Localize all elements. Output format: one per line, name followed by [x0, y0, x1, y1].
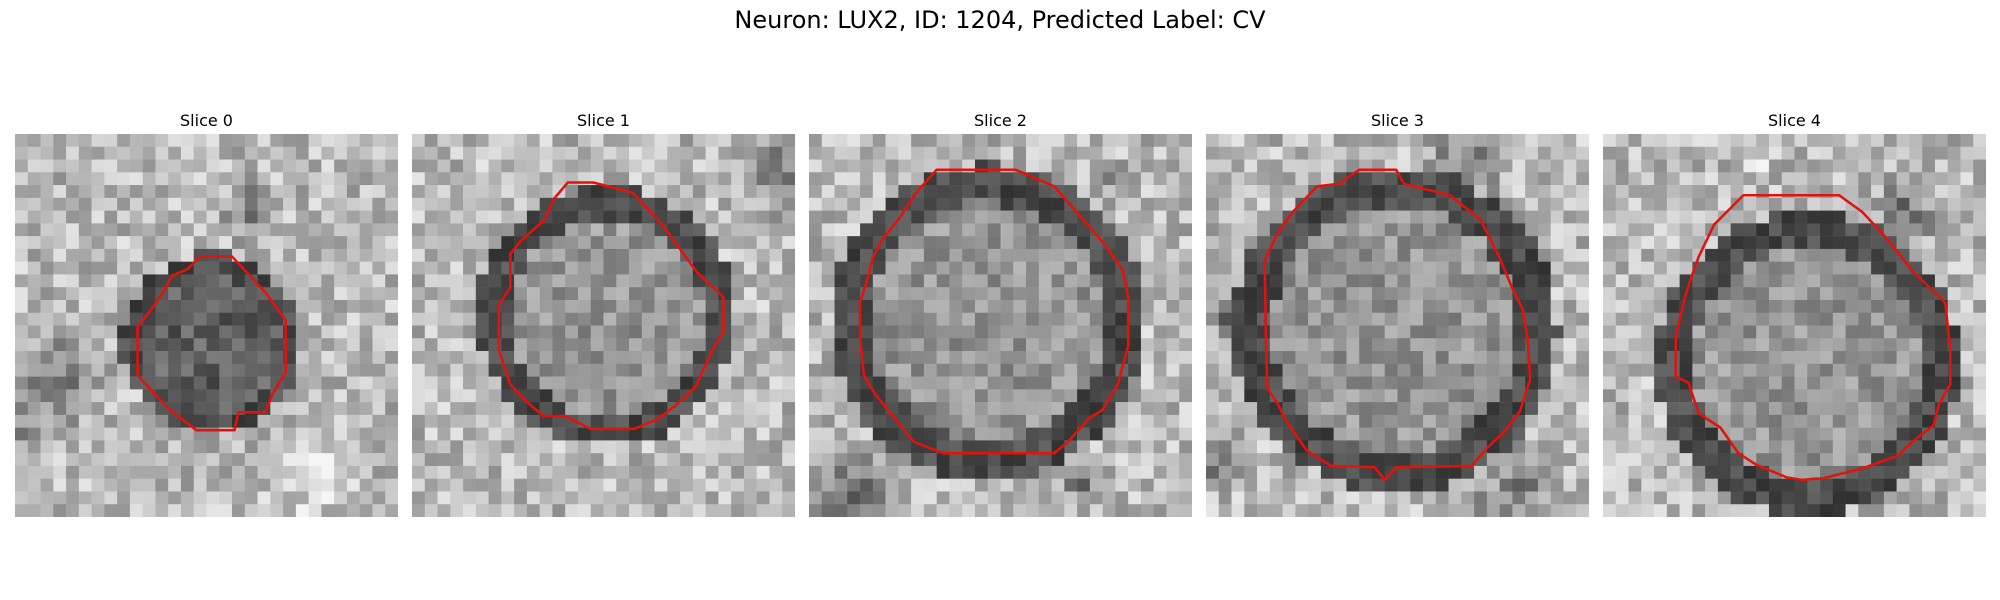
cell-contour-4 [1674, 194, 1952, 482]
slice-texture-2 [809, 134, 1192, 517]
slice-texture-0 [15, 134, 398, 517]
slice-panel-2: Slice 2 [809, 108, 1192, 517]
cell-contour-2 [858, 168, 1130, 455]
figure-title: Neuron: LUX2, ID: 1204, Predicted Label:… [734, 6, 1266, 34]
cell-contour-1 [497, 181, 725, 431]
slice-image-1 [412, 134, 795, 517]
cell-contour-3 [1263, 168, 1532, 482]
cell-contour-0 [136, 255, 287, 432]
slice-title-3: Slice 3 [1371, 111, 1424, 130]
slice-image-3 [1206, 134, 1589, 517]
slice-texture-1 [412, 134, 795, 517]
slice-texture-4 [1603, 134, 1986, 517]
slice-title-0: Slice 0 [180, 111, 233, 130]
slice-title-4: Slice 4 [1768, 111, 1821, 130]
slice-title-2: Slice 2 [974, 111, 1027, 130]
slice-image-2 [809, 134, 1192, 517]
slice-panel-4: Slice 4 [1603, 108, 1986, 517]
slice-panel-1: Slice 1 [412, 108, 795, 517]
slice-title-1: Slice 1 [577, 111, 630, 130]
slice-panel-0: Slice 0 [15, 108, 398, 517]
slice-image-4 [1603, 134, 1986, 517]
slice-panel-3: Slice 3 [1206, 108, 1589, 517]
slice-image-0 [15, 134, 398, 517]
slice-texture-3 [1206, 134, 1589, 517]
